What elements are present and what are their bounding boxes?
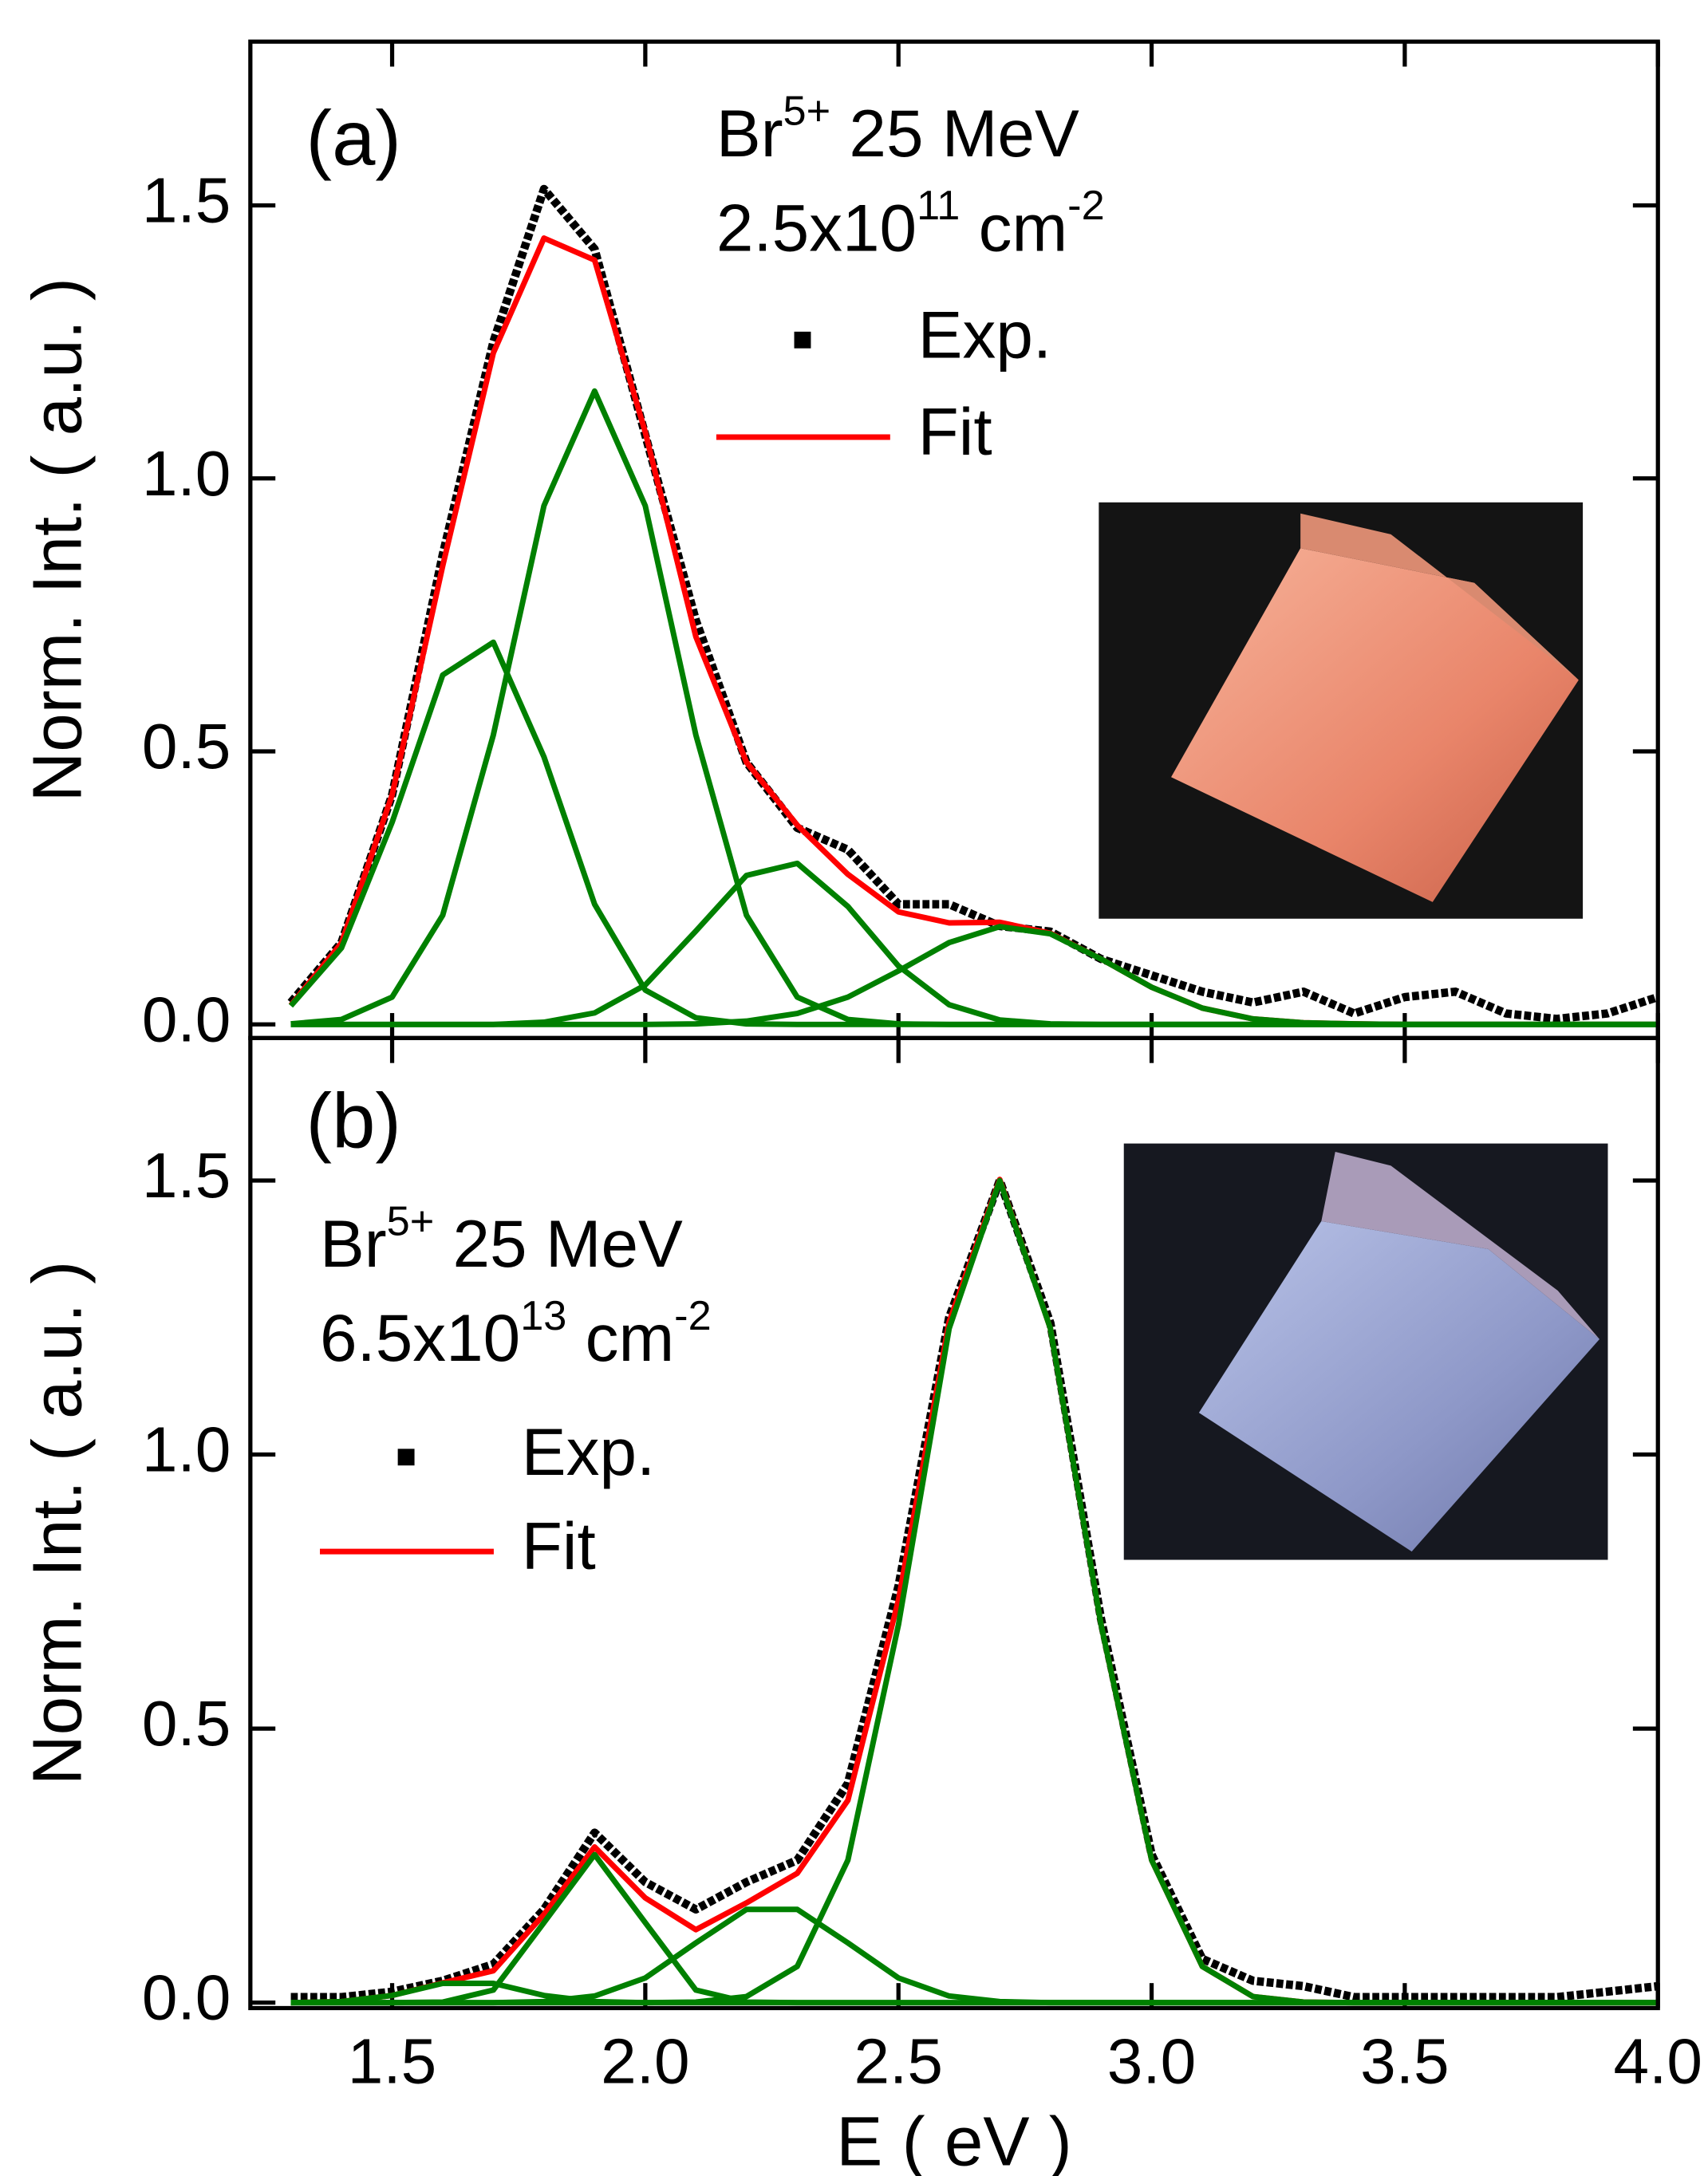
superscript: 5+	[783, 88, 831, 134]
annotation-text: 6.5x10	[320, 1300, 520, 1375]
y-tick-label: 0.5	[142, 710, 231, 782]
y-tick-label: 1.5	[142, 1139, 231, 1211]
y-tick-label: 0.0	[142, 1961, 231, 2033]
annotation: Br5+ 25 MeV	[320, 1198, 683, 1281]
x-tick-label: 3.0	[1107, 2025, 1196, 2097]
annotation: Br5+ 25 MeV	[716, 88, 1079, 171]
annotation-text: cm	[960, 190, 1067, 265]
annotation: 2.5x1011 cm-2	[716, 183, 1105, 266]
annotation-text: Br	[320, 1206, 387, 1281]
legend-label: Fit	[918, 394, 992, 469]
superscript: 5+	[387, 1198, 435, 1244]
y-tick-label: 1.5	[142, 164, 231, 236]
superscript: -2	[1067, 183, 1105, 229]
y-tick-label: 1.0	[142, 437, 231, 509]
y-tick-label: 0.5	[142, 1687, 231, 1759]
y-tick-label: 1.0	[142, 1413, 231, 1485]
superscript: 11	[917, 183, 960, 229]
annotation-text: cm	[566, 1300, 674, 1375]
x-tick-label: 1.5	[348, 2025, 436, 2097]
figure: 0.00.51.01.5(a)Norm. Int. ( a.u. )Br5+ 2…	[0, 0, 1708, 2176]
legend-marker	[398, 1449, 415, 1465]
x-axis-label: E ( eV )	[836, 2103, 1071, 2176]
y-tick-label: 0.0	[142, 983, 231, 1054]
annotation-text: 25 MeV	[434, 1206, 683, 1281]
legend-marker	[795, 332, 811, 349]
inset-photo	[1124, 1144, 1608, 1560]
annotation-text: Br	[716, 96, 783, 171]
legend-label: Fit	[522, 1508, 596, 1583]
panel-label: (b)	[306, 1078, 401, 1165]
annotation-text: 25 MeV	[830, 96, 1079, 171]
legend-label: Exp.	[918, 297, 1051, 372]
inset-photo	[1099, 503, 1583, 919]
x-tick-label: 4.0	[1613, 2025, 1702, 2097]
x-tick-label: 3.5	[1360, 2025, 1449, 2097]
annotation: 6.5x1013 cm-2	[320, 1293, 712, 1376]
annotation-text: 2.5x10	[716, 190, 917, 265]
panel-label: (a)	[306, 95, 401, 182]
y-axis-label: Norm. Int. ( a.u. )	[18, 1261, 96, 1785]
superscript: 13	[520, 1293, 566, 1339]
legend-label: Exp.	[522, 1414, 655, 1489]
x-tick-label: 2.0	[601, 2025, 689, 2097]
y-axis-label: Norm. Int. ( a.u. )	[18, 278, 96, 802]
component-line	[291, 1855, 1659, 2003]
superscript: -2	[674, 1293, 712, 1339]
x-tick-label: 2.5	[854, 2025, 942, 2097]
page: {"chart_data": [ {"type": "line", "panel…	[0, 0, 1708, 2176]
